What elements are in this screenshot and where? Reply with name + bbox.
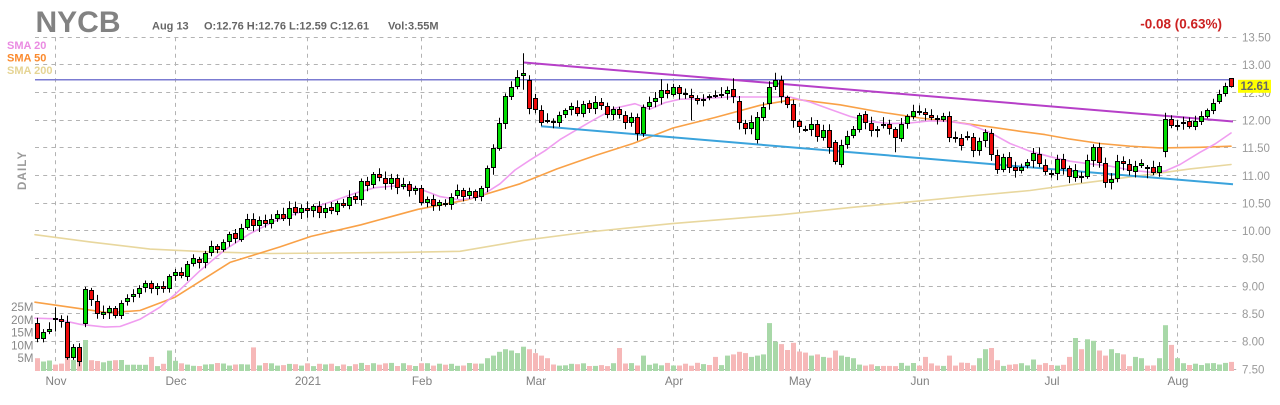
svg-text:NYCB: NYCB xyxy=(36,6,121,39)
svg-text:Aug 13: Aug 13 xyxy=(152,21,189,33)
svg-text:DAILY: DAILY xyxy=(17,151,29,190)
svg-text:SMA 50: SMA 50 xyxy=(7,53,46,65)
svg-text:8.50: 8.50 xyxy=(1242,309,1264,321)
svg-text:9.50: 9.50 xyxy=(1242,254,1264,266)
svg-text:11.50: 11.50 xyxy=(1242,143,1270,155)
svg-text:12.00: 12.00 xyxy=(1242,115,1271,127)
svg-text:10M: 10M xyxy=(11,340,33,352)
svg-text:Dec: Dec xyxy=(166,374,187,388)
svg-text:11.00: 11.00 xyxy=(1242,171,1270,183)
svg-text:13.50: 13.50 xyxy=(1242,33,1271,45)
svg-text:O:12.76 H:12.76 L:12.59 C:12.6: O:12.76 H:12.76 L:12.59 C:12.61 xyxy=(204,21,369,33)
svg-text:15M: 15M xyxy=(11,328,33,340)
svg-text:-0.08 (0.63%): -0.08 (0.63%) xyxy=(1140,17,1222,32)
svg-text:Vol:3.55M: Vol:3.55M xyxy=(388,21,439,33)
svg-text:5M: 5M xyxy=(18,353,34,365)
svg-text:Jul: Jul xyxy=(1044,374,1059,388)
svg-text:20M: 20M xyxy=(11,315,33,327)
svg-text:8.00: 8.00 xyxy=(1242,337,1264,349)
svg-text:10.50: 10.50 xyxy=(1242,198,1271,210)
svg-text:7.50: 7.50 xyxy=(1242,364,1264,376)
svg-text:Mar: Mar xyxy=(526,374,546,388)
svg-text:25M: 25M xyxy=(11,302,33,314)
svg-text:Apr: Apr xyxy=(665,374,683,388)
svg-text:9.00: 9.00 xyxy=(1242,281,1264,293)
svg-text:2021: 2021 xyxy=(295,374,321,388)
svg-text:SMA 20: SMA 20 xyxy=(7,40,46,52)
svg-text:Jun: Jun xyxy=(910,374,929,388)
svg-text:Aug: Aug xyxy=(1168,374,1189,388)
svg-text:10.00: 10.00 xyxy=(1242,226,1271,238)
svg-text:May: May xyxy=(789,374,811,388)
svg-text:12.61: 12.61 xyxy=(1241,81,1270,93)
svg-text:SMA 200: SMA 200 xyxy=(7,65,52,77)
svg-text:Nov: Nov xyxy=(46,374,67,388)
svg-text:Feb: Feb xyxy=(412,374,433,388)
svg-text:13.00: 13.00 xyxy=(1242,60,1271,72)
